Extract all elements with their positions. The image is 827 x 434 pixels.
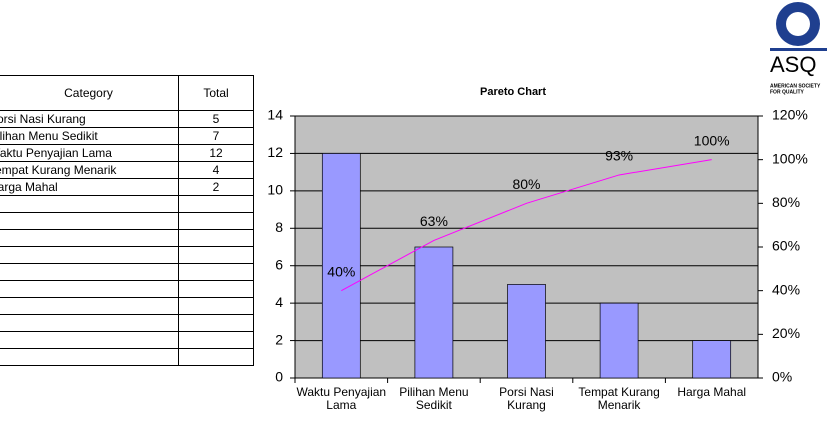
y2-tick-label: 80% (772, 194, 800, 210)
y-tick-label: 2 (275, 331, 283, 347)
data-label: 100% (694, 132, 730, 148)
x-tick-label: Pilihan Menu Sedikit (399, 385, 469, 412)
table-row: Waktu Penyajian Lama 12 (0, 144, 254, 162)
logo-bar (770, 48, 827, 51)
logo-subtext: FOR QUALITY (770, 89, 805, 95)
cumulative-line (341, 159, 712, 292)
bar (599, 302, 639, 379)
bar (692, 340, 732, 379)
logo-text: ASQ (770, 52, 816, 77)
y2-tick-label: 120% (772, 107, 808, 123)
category-cell: Tempat Kurang Menarik (0, 161, 179, 179)
table-row: Tempat Kurang Menarik 4 (0, 161, 254, 179)
data-label: 40% (327, 263, 355, 279)
y-tick-label: 10 (267, 182, 283, 198)
empty-row (0, 246, 254, 264)
logo-subtext: AMERICAN SOCIETY (770, 83, 821, 89)
bar (321, 153, 361, 379)
category-cell: Waktu Penyajian Lama (0, 144, 179, 162)
y2-tick-label: 40% (772, 281, 800, 297)
x-tick-label: Waktu Penyajian Lama (296, 385, 387, 412)
data-table: Category Total Porsi Nasi Kurang5Pilihan… (0, 75, 254, 366)
logo-mark (786, 12, 810, 36)
y2-tick-label: 100% (772, 150, 808, 166)
x-tick-label: Porsi Nasi Kurang (499, 385, 554, 412)
empty-cell (178, 348, 254, 366)
chart-title: Pareto Chart (480, 86, 546, 98)
header-row: Category Total (0, 75, 254, 111)
data-label: 93% (605, 148, 633, 164)
y2-tick-label: 0% (772, 369, 792, 385)
bar (507, 284, 546, 379)
empty-row (0, 280, 254, 298)
data-label: 63% (420, 213, 448, 229)
y-tick-label: 0 (275, 369, 283, 385)
y2-tick-label: 20% (772, 325, 800, 341)
y-tick-label: 6 (275, 256, 283, 272)
column-header: Category (0, 75, 179, 111)
data-label: 80% (512, 176, 540, 192)
x-tick-label: Harga Mahal (677, 385, 747, 399)
empty-row (0, 263, 254, 281)
y2-tick-label: 60% (772, 238, 800, 254)
logo: ASQ AMERICAN SOCIETY FOR QUALITY (770, 2, 827, 95)
column-header: Total (178, 75, 254, 111)
y-tick-label: 12 (267, 144, 283, 160)
empty-row (0, 348, 254, 366)
y-tick-label: 14 (267, 107, 283, 123)
bar (414, 246, 454, 379)
y-tick-label: 4 (275, 294, 283, 310)
x-tick-label: Tempat Kurang Menarik (578, 385, 660, 412)
y-tick-label: 8 (275, 219, 283, 235)
